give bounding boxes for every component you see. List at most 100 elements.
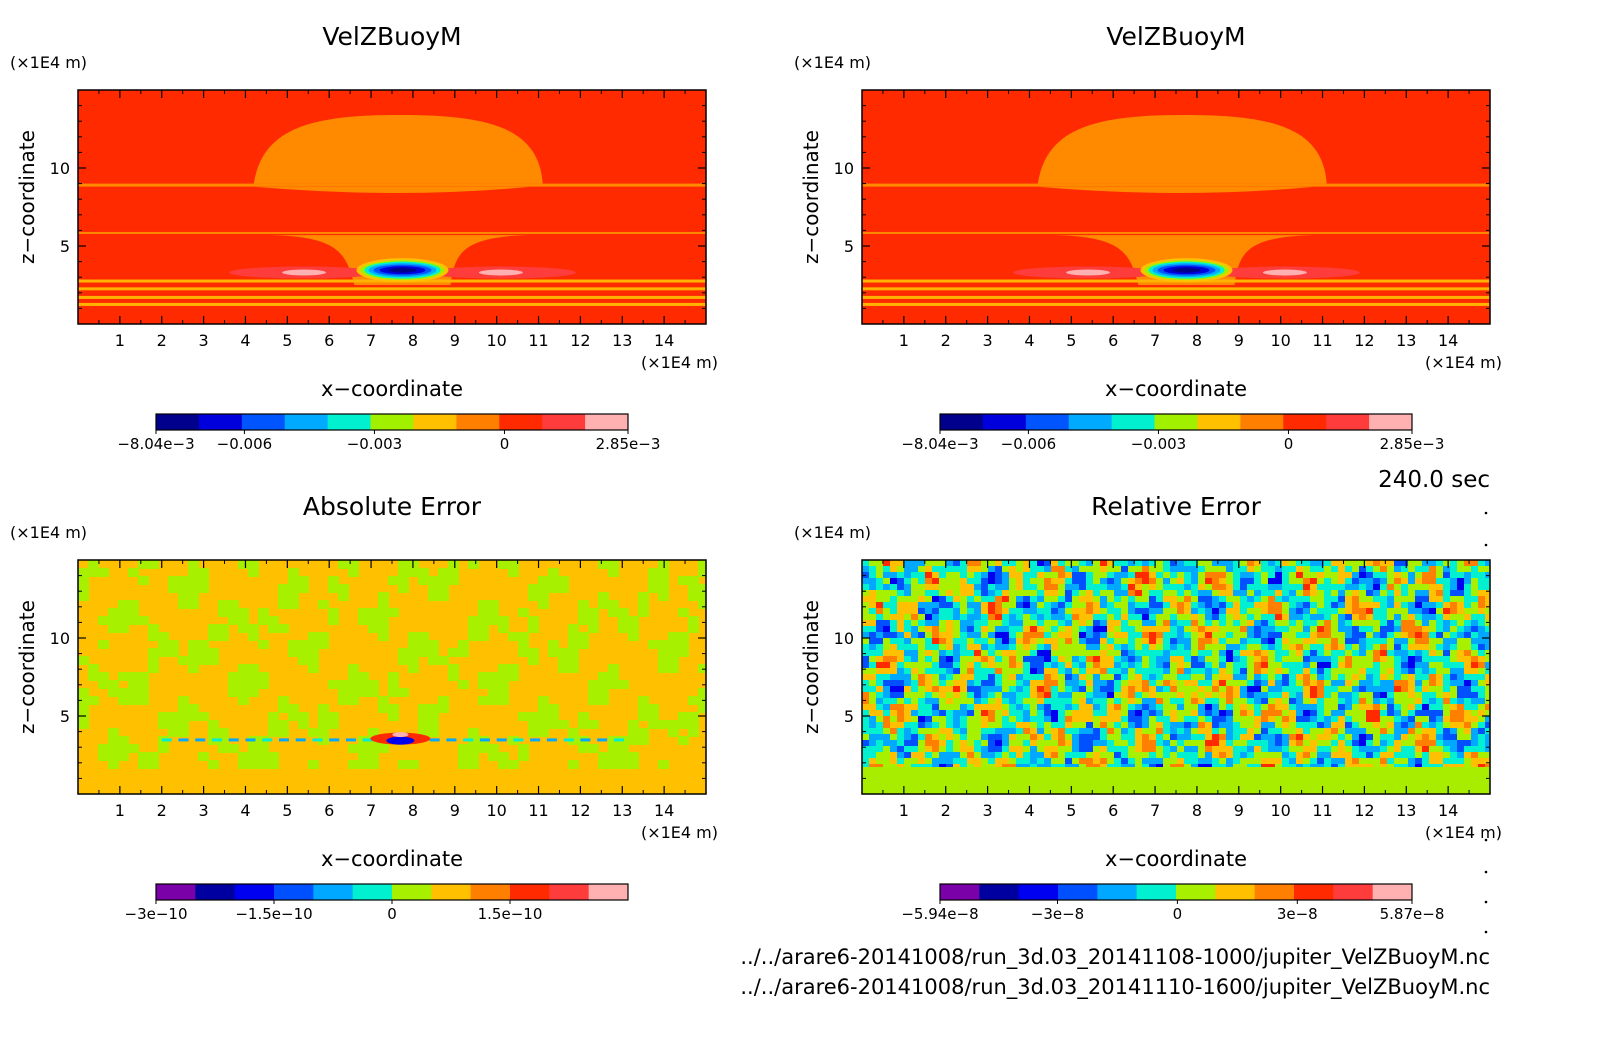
noise-cell	[1044, 746, 1052, 753]
noise-cell	[1023, 572, 1031, 579]
noise-cell	[1072, 680, 1080, 687]
noise-cell	[298, 648, 309, 657]
noise-cell	[438, 696, 449, 705]
noise-cell	[1093, 656, 1101, 663]
noise-cell	[1471, 608, 1479, 615]
noise-cell	[498, 624, 509, 633]
noise-cell	[1107, 668, 1115, 675]
noise-cell	[238, 560, 249, 569]
noise-cell	[1345, 614, 1353, 621]
x-tick-label: 5	[282, 331, 292, 350]
noise-cell	[418, 632, 429, 641]
noise-cell	[1436, 662, 1444, 669]
noise-cell	[1142, 740, 1150, 747]
noise-cell	[1394, 584, 1402, 591]
noise-cell	[1345, 758, 1353, 765]
band-stripe	[862, 231, 1490, 234]
noise-cell	[1261, 644, 1269, 651]
noise-cell	[248, 624, 259, 633]
noise-cell	[1352, 638, 1360, 645]
noise-cell	[1121, 728, 1129, 735]
noise-cell	[1338, 614, 1346, 621]
noise-cell	[518, 632, 529, 641]
noise-cell	[1254, 734, 1262, 741]
zero-error-band	[862, 767, 1490, 794]
chart-title: Absolute Error	[303, 492, 482, 521]
noise-cell	[248, 744, 259, 753]
noise-cell	[348, 560, 359, 569]
noise-cell	[1478, 614, 1486, 621]
noise-cell	[1261, 752, 1269, 759]
noise-cell	[1142, 638, 1150, 645]
noise-cell	[1443, 620, 1451, 627]
noise-cell	[448, 560, 459, 569]
noise-cell	[869, 698, 877, 705]
noise-cell	[1170, 674, 1178, 681]
noise-cell	[925, 704, 933, 711]
noise-cell	[1023, 644, 1031, 651]
noise-cell	[1338, 662, 1346, 669]
noise-cell	[981, 614, 989, 621]
x-axis-label: x−coordinate	[1105, 377, 1247, 401]
noise-cell	[1401, 590, 1409, 597]
noise-cell	[1310, 596, 1318, 603]
noise-cell	[1065, 656, 1073, 663]
noise-cell	[1303, 704, 1311, 711]
noise-cell	[1247, 566, 1255, 573]
noise-cell	[1478, 752, 1486, 759]
noise-cell	[1219, 596, 1227, 603]
noise-cell	[946, 608, 954, 615]
error-trough	[386, 736, 415, 745]
noise-cell	[1352, 632, 1360, 639]
noise-cell	[178, 576, 189, 585]
noise-cell	[1233, 740, 1241, 747]
noise-cell	[1184, 578, 1192, 585]
noise-cell	[1324, 566, 1332, 573]
noise-cell	[188, 640, 199, 649]
noise-cell	[946, 716, 954, 723]
noise-cell	[1275, 584, 1283, 591]
noise-cell	[1415, 716, 1423, 723]
noise-cell	[178, 592, 189, 601]
noise-cell	[1359, 740, 1367, 747]
noise-cell	[1296, 644, 1304, 651]
noise-cell	[98, 672, 109, 681]
noise-cell	[1163, 728, 1171, 735]
noise-cell	[478, 600, 489, 609]
noise-cell	[1156, 746, 1164, 753]
colorbar-swatch	[327, 414, 372, 430]
noise-cell	[1254, 566, 1262, 573]
colorbar-label: −8.04e−3	[901, 435, 978, 453]
noise-cell	[1317, 722, 1325, 729]
noise-cell	[1310, 584, 1318, 591]
noise-cell	[328, 720, 339, 729]
noise-cell	[974, 698, 982, 705]
side-lens-core	[1262, 269, 1307, 276]
x-tick-label: 9	[450, 331, 460, 350]
noise-cell	[876, 572, 884, 579]
noise-cell	[1303, 566, 1311, 573]
noise-cell	[967, 668, 975, 675]
noise-cell	[1268, 560, 1276, 567]
noise-cell	[1184, 662, 1192, 669]
noise-cell	[1429, 560, 1437, 567]
edge-marker	[1484, 900, 1488, 904]
noise-cell	[953, 704, 961, 711]
noise-cell	[1086, 686, 1094, 693]
noise-cell	[1464, 572, 1472, 579]
noise-cell	[1226, 686, 1234, 693]
noise-cell	[1016, 746, 1024, 753]
noise-cell	[1233, 620, 1241, 627]
noise-cell	[1072, 668, 1080, 675]
noise-cell	[368, 608, 379, 617]
noise-cell	[1009, 578, 1017, 585]
noise-cell	[890, 578, 898, 585]
noise-cell	[1443, 698, 1451, 705]
noise-cell	[939, 620, 947, 627]
noise-cell	[1093, 668, 1101, 675]
noise-cell	[1009, 590, 1017, 597]
noise-cell	[388, 704, 399, 713]
noise-cell	[1282, 668, 1290, 675]
noise-cell	[1345, 632, 1353, 639]
noise-cell	[862, 716, 870, 723]
